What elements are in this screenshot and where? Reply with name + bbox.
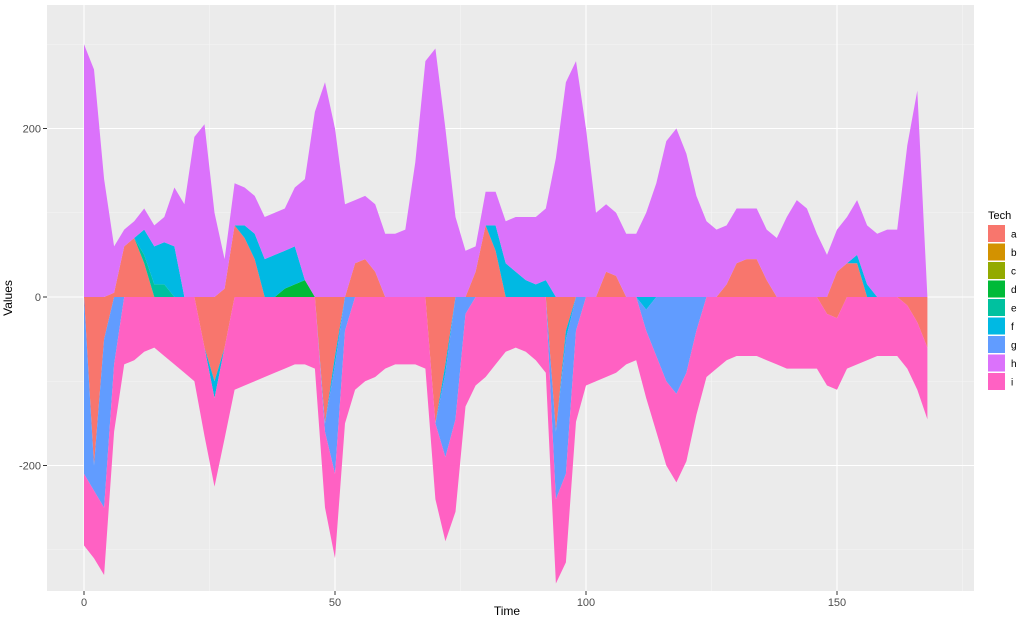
x-axis-title: Time xyxy=(494,604,521,618)
legend-label-f: f xyxy=(1011,322,1014,333)
y-tick-label: 200 xyxy=(23,124,41,136)
legend-label-b: b xyxy=(1011,248,1017,259)
legend-key-i xyxy=(988,373,1005,390)
legend-label-i: i xyxy=(1011,378,1013,389)
x-tick-label: 150 xyxy=(828,597,846,609)
legend-key-h xyxy=(988,354,1005,372)
y-axis: -200 0 200 xyxy=(19,124,47,473)
area-series-e-positive xyxy=(84,225,928,297)
legend-label-g: g xyxy=(1011,341,1017,352)
area-series-i-negative xyxy=(84,297,928,584)
legend-key-d xyxy=(988,280,1005,298)
legend-key-e xyxy=(988,299,1005,316)
legend-label-a: a xyxy=(1011,230,1017,241)
y-tick-label: 0 xyxy=(35,292,41,304)
legend-key-a xyxy=(988,225,1005,242)
legend-label-e: e xyxy=(1011,304,1017,315)
legend-key-c xyxy=(988,262,1005,279)
y-axis-title: Values xyxy=(1,280,15,316)
area-series-f-positive xyxy=(84,225,928,297)
legend-key-b xyxy=(988,243,1005,261)
legend-label-d: d xyxy=(1011,285,1017,296)
legend-key-f xyxy=(988,317,1005,335)
legend-key-g xyxy=(988,336,1005,353)
series-areas xyxy=(84,44,928,584)
x-tick-label: 50 xyxy=(329,597,341,609)
area-series-h-positive xyxy=(84,44,928,297)
legend-title: Tech xyxy=(988,210,1011,222)
legend-label-h: h xyxy=(1011,359,1017,370)
x-tick-label: 0 xyxy=(81,597,87,609)
x-tick-label: 100 xyxy=(577,597,595,609)
legend-label-c: c xyxy=(1011,267,1016,278)
y-tick-label: -200 xyxy=(19,461,41,473)
x-axis: 0 50 100 150 xyxy=(81,591,846,609)
area-series-a-positive xyxy=(84,225,928,297)
